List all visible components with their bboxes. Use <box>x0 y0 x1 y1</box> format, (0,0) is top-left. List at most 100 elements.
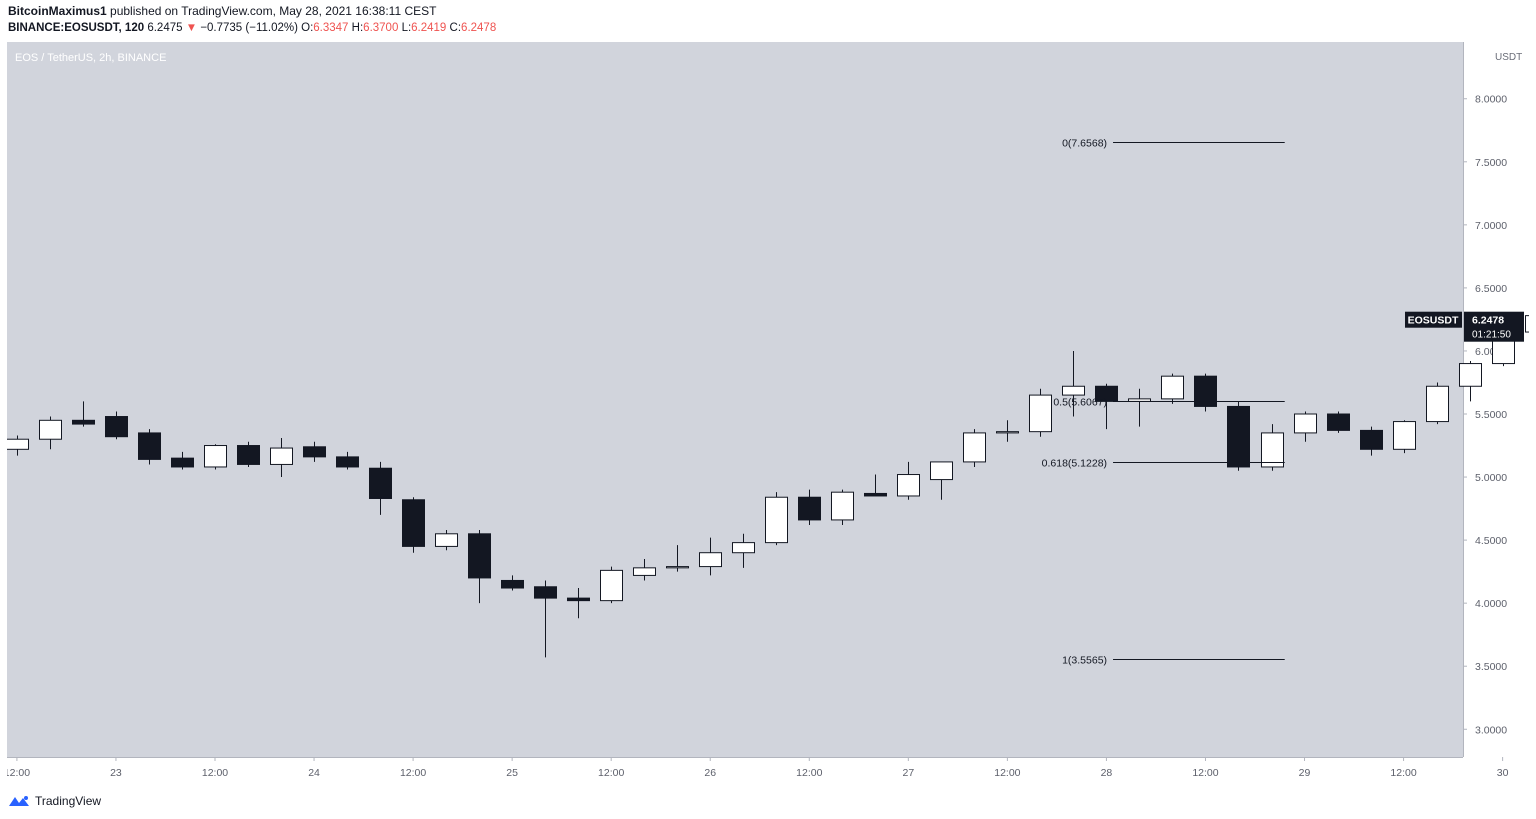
candle-up <box>39 419 62 440</box>
fib-level-label: 0(7.6568) <box>1062 138 1107 150</box>
candle-down <box>798 496 821 521</box>
candle-up <box>1062 385 1085 396</box>
candle-up <box>1393 421 1416 450</box>
published-text: published on TradingView.com, May 28, 20… <box>106 4 437 18</box>
candle-up <box>897 474 920 497</box>
low-label: L: <box>401 22 412 34</box>
down-arrow-icon: ▼ <box>185 22 198 34</box>
candle-up <box>1029 394 1052 433</box>
y-tick-label: 3.0000 <box>1475 724 1507 736</box>
candle-down <box>336 456 359 468</box>
candle-up <box>204 445 227 468</box>
candle-up <box>6 438 29 450</box>
x-tick-label: 29 <box>1299 767 1311 779</box>
candle-down <box>402 499 425 547</box>
x-tick-label: 23 <box>110 767 122 779</box>
bar-countdown: 01:21:50 <box>1472 330 1511 341</box>
candle-up <box>270 447 293 465</box>
candle-up <box>1426 385 1449 423</box>
y-tick-label: 3.5000 <box>1475 661 1507 673</box>
price-axis-background <box>1463 42 1529 784</box>
footer: TradingView <box>8 794 101 808</box>
x-tick-label: 26 <box>704 767 716 779</box>
y-tick-label: 4.5000 <box>1475 535 1507 547</box>
candle-up <box>699 552 722 568</box>
candle-up <box>600 569 623 602</box>
price-change: −0.7735 (−11.02%) <box>200 22 298 34</box>
candle-down <box>237 445 260 465</box>
candle-down <box>864 492 887 497</box>
symbol-tag <box>1405 311 1462 328</box>
candle-up <box>1161 375 1184 400</box>
y-tick-label: 8.0000 <box>1475 94 1507 106</box>
x-tick-label: 12:00 <box>796 767 822 779</box>
fib-level-label: 0.5(5.6067) <box>1053 397 1107 409</box>
candle-up <box>831 491 854 521</box>
y-tick-label: 4.0000 <box>1475 598 1507 610</box>
time-axis-background <box>7 757 1463 784</box>
price-tag-value: 6.2478 <box>1472 315 1504 327</box>
candle-down <box>171 457 194 468</box>
tradingview-brand[interactable]: TradingView <box>35 794 102 808</box>
candle-up <box>1294 413 1317 434</box>
x-tick-label: 30 <box>1497 767 1509 779</box>
publish-info: BitcoinMaximus1 published on TradingView… <box>8 3 436 19</box>
candlestick-chart[interactable]: EOS / TetherUS, 2h, BINANCE USDT 8.0000 7.5… <box>4 42 1536 784</box>
y-tick-label: 6.5000 <box>1475 283 1507 295</box>
price-tag <box>1464 311 1524 342</box>
candle-up <box>996 431 1019 434</box>
candle-down <box>303 446 326 458</box>
candle-up <box>633 567 656 576</box>
open-label: O: <box>301 22 314 34</box>
fib-level-label: 0.618(5.1228) <box>1042 458 1107 470</box>
candle-down <box>1360 429 1383 450</box>
candle-up <box>435 533 458 547</box>
x-tick-label: 28 <box>1101 767 1113 779</box>
x-tick-label: 27 <box>902 767 914 779</box>
candle-down <box>1327 413 1350 431</box>
y-tick-label: 5.5000 <box>1475 409 1507 421</box>
y-tick-label: 5.0000 <box>1475 472 1507 484</box>
open-value: 6.3347 <box>313 22 349 34</box>
candle-up <box>732 542 755 554</box>
candle-up <box>765 496 788 544</box>
y-tick-label: 7.5000 <box>1475 157 1507 169</box>
x-tick-label: 12:00 <box>400 767 426 779</box>
candle-up <box>963 432 986 463</box>
chart-title: EOS / TetherUS, 2h, BINANCE <box>15 52 166 64</box>
x-tick-label: 24 <box>308 767 320 779</box>
candle-down <box>138 432 161 460</box>
x-tick-label: 12:00 <box>202 767 228 779</box>
high-label: H: <box>351 22 364 34</box>
x-tick-label: 12:00 <box>994 767 1020 779</box>
candle-down <box>369 467 392 499</box>
chart-area[interactable]: EOS / TetherUS, 2h, BINANCE USDT 8.0000 7.5… <box>4 42 1536 784</box>
plot-background <box>7 42 1463 757</box>
candle-down <box>501 579 524 589</box>
x-tick-label: 12:00 <box>598 767 624 779</box>
symbol-info: BINANCE:EOSUSDT, 120 <box>8 22 145 34</box>
high-value: 6.3700 <box>363 22 399 34</box>
close-label: C: <box>449 22 462 34</box>
candle-up <box>1525 315 1536 333</box>
symbol-tag-label: EOSUSDT <box>1408 315 1459 327</box>
tradingview-logo-icon <box>9 796 29 806</box>
candle-down <box>1194 375 1217 407</box>
currency-label: USDT <box>1495 52 1522 63</box>
candle-down <box>567 597 590 602</box>
candle-down <box>468 533 491 579</box>
candle-down <box>1227 405 1250 468</box>
x-tick-label: 25 <box>506 767 518 779</box>
last-price-value: 6.2475 <box>147 22 183 34</box>
candle-down <box>534 586 557 599</box>
x-tick-label: 12:00 <box>1390 767 1416 779</box>
candle-down <box>72 419 95 425</box>
y-tick-label: 7.0000 <box>1475 220 1507 232</box>
low-value: 6.2419 <box>411 22 447 34</box>
candle-up <box>930 461 953 481</box>
author-name[interactable]: BitcoinMaximus1 <box>8 4 107 18</box>
x-tick-label: 12:00 <box>1192 767 1218 779</box>
fib-level-label: 1(3.5565) <box>1062 655 1107 667</box>
x-tick-label: 12:00 <box>7 767 30 779</box>
candle-down <box>1095 385 1118 402</box>
